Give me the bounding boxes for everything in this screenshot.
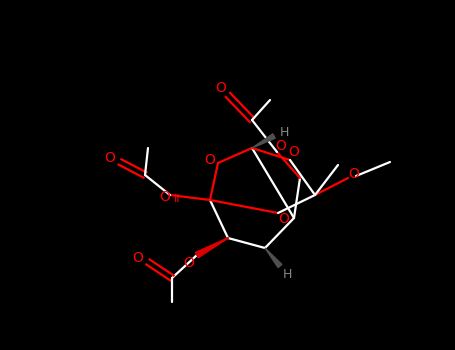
Text: O: O	[105, 151, 116, 165]
Text: O: O	[349, 167, 359, 181]
Text: O: O	[288, 145, 299, 159]
Text: O: O	[183, 256, 194, 270]
Text: O: O	[160, 190, 171, 204]
Text: O: O	[132, 251, 143, 265]
Text: O: O	[205, 153, 215, 167]
Text: H: H	[279, 126, 288, 139]
Polygon shape	[252, 134, 275, 148]
Text: H: H	[282, 267, 292, 280]
Text: O: O	[278, 212, 289, 226]
Text: II: II	[174, 194, 180, 204]
Polygon shape	[196, 238, 228, 257]
Polygon shape	[196, 238, 228, 258]
Polygon shape	[265, 248, 282, 268]
Text: O: O	[276, 139, 287, 153]
Text: O: O	[216, 81, 227, 95]
